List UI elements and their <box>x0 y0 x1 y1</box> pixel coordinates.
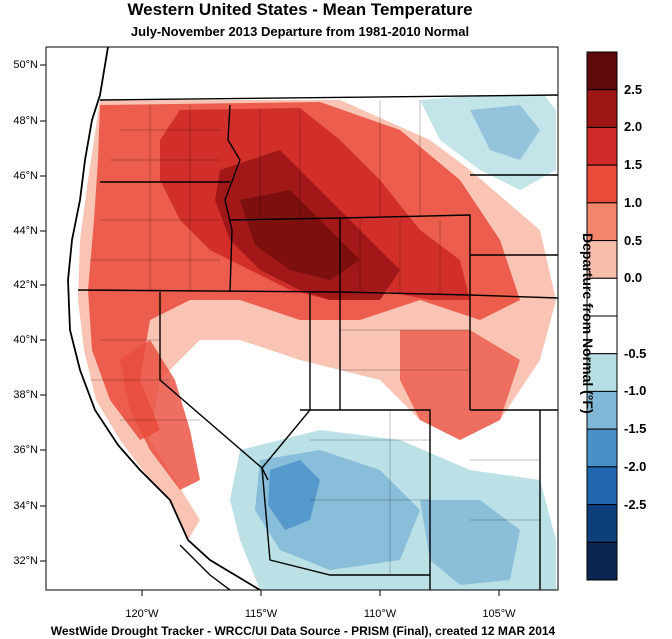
lat-label-34: 34°N <box>13 500 38 512</box>
colorbar-swatch <box>586 89 618 128</box>
colorbar-swatch <box>586 126 618 166</box>
colorbar-swatch <box>586 466 618 506</box>
lon-label-110: 110°W <box>363 608 397 620</box>
colorbar-swatch <box>586 428 618 468</box>
lat-label-50: 50°N <box>13 59 38 71</box>
footer-credit: WestWide Drought Tracker - WRCC/UI Data … <box>50 624 556 638</box>
colorbar-tick-label: -2.0 <box>624 458 647 474</box>
lon-label-120: 120°W <box>125 608 159 620</box>
colorbar-tick-label: 0.0 <box>624 270 643 286</box>
colorbar-tick-label: 1.5 <box>624 157 643 173</box>
lat-label-32: 32°N <box>13 555 38 567</box>
colorbar-tick-label: -1.5 <box>624 421 647 437</box>
map-title: Western United States - Mean Temperature <box>127 0 473 19</box>
colorbar <box>586 51 618 581</box>
colorbar-swatch <box>586 164 618 204</box>
colorbar-swatch <box>586 51 618 91</box>
lat-label-40: 40°N <box>13 334 38 346</box>
lat-label-42: 42°N <box>13 279 38 291</box>
temperature-anomaly-field <box>46 47 558 590</box>
colorbar-tick-label: 1.0 <box>624 194 643 210</box>
map-frame <box>45 46 559 591</box>
map-subtitle: July-November 2013 Departure from 1981-2… <box>130 24 470 39</box>
latitude-ticks <box>40 64 46 562</box>
lat-label-46: 46°N <box>13 170 38 182</box>
colorbar-swatch <box>586 277 618 317</box>
lon-label-115: 115°W <box>244 608 278 620</box>
lon-label-105: 105°W <box>482 608 516 620</box>
colorbar-swatch <box>586 541 618 581</box>
colorbar-tick-label: 2.0 <box>624 119 643 135</box>
lat-label-48: 48°N <box>13 115 38 127</box>
lat-label-36: 36°N <box>13 444 38 456</box>
colorbar-swatch <box>586 504 618 543</box>
colorbar-tick-label: 0.5 <box>624 232 643 248</box>
colorbar-tick-label: 2.5 <box>624 81 643 97</box>
colorbar-swatch <box>586 202 618 242</box>
longitude-ticks <box>141 590 500 596</box>
colorbar-swatch <box>586 353 618 392</box>
colorbar-tick-label: -2.5 <box>624 496 647 512</box>
lat-label-38: 38°N <box>13 389 38 401</box>
lat-label-44: 44°N <box>13 225 38 237</box>
colorbar-tick-label: -1.0 <box>624 383 647 399</box>
colorbar-swatch <box>586 240 618 279</box>
colorbar-title: Departure from Normal (°F) <box>580 233 596 414</box>
colorbar-tick-label: -0.5 <box>624 345 647 361</box>
